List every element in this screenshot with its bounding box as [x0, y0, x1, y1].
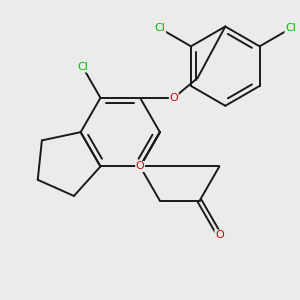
Text: Cl: Cl: [155, 23, 166, 34]
Text: Cl: Cl: [77, 62, 88, 72]
Text: O: O: [136, 161, 145, 172]
Text: O: O: [215, 230, 224, 240]
Text: Cl: Cl: [285, 23, 296, 34]
Text: O: O: [169, 93, 178, 103]
